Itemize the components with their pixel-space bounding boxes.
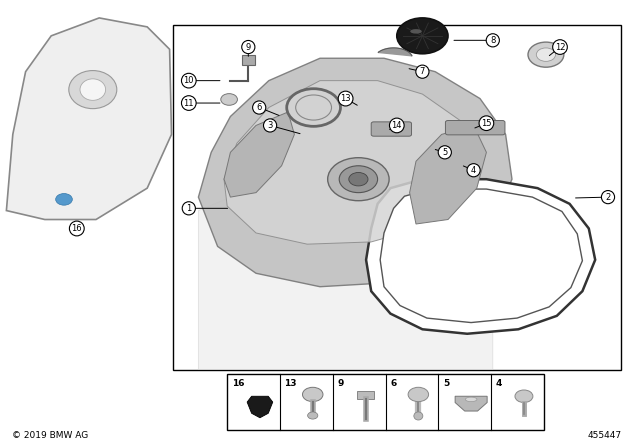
Text: 16: 16 [232, 379, 244, 388]
Text: 455447: 455447 [588, 431, 622, 440]
Circle shape [536, 48, 556, 61]
Polygon shape [378, 48, 412, 56]
Circle shape [221, 94, 237, 105]
Polygon shape [198, 58, 512, 287]
Text: 13: 13 [285, 379, 297, 388]
Polygon shape [224, 112, 294, 197]
Text: 6: 6 [257, 103, 262, 112]
Circle shape [397, 18, 448, 54]
Ellipse shape [414, 412, 423, 420]
Polygon shape [366, 179, 595, 334]
Text: 10: 10 [184, 76, 194, 85]
Text: 13: 13 [340, 94, 351, 103]
Text: 11: 11 [184, 99, 194, 108]
Text: 5: 5 [443, 379, 449, 388]
Text: © 2019 BMW AG: © 2019 BMW AG [12, 431, 88, 440]
Text: 7: 7 [420, 67, 425, 76]
Polygon shape [380, 189, 582, 323]
Text: 12: 12 [555, 43, 565, 52]
Polygon shape [455, 396, 487, 411]
Bar [356, 391, 374, 399]
Polygon shape [198, 188, 493, 370]
FancyBboxPatch shape [445, 121, 505, 135]
Ellipse shape [80, 79, 106, 100]
Text: 4: 4 [471, 166, 476, 175]
Bar [227, 374, 544, 430]
Text: 1: 1 [186, 204, 191, 213]
Circle shape [349, 172, 368, 186]
Circle shape [528, 42, 564, 67]
Text: 9: 9 [337, 379, 344, 388]
Polygon shape [247, 396, 273, 418]
Text: 5: 5 [442, 148, 447, 157]
Text: 9: 9 [246, 43, 251, 52]
Circle shape [308, 412, 318, 419]
Circle shape [56, 194, 72, 205]
Polygon shape [224, 81, 477, 244]
FancyBboxPatch shape [371, 122, 412, 136]
Text: 16: 16 [72, 224, 82, 233]
Bar [173, 25, 621, 370]
Text: 2: 2 [605, 193, 611, 202]
Polygon shape [410, 125, 486, 224]
Polygon shape [6, 18, 172, 220]
Text: 6: 6 [390, 379, 396, 388]
Ellipse shape [465, 397, 477, 401]
Text: 8: 8 [490, 36, 495, 45]
Ellipse shape [69, 70, 117, 108]
Text: 3: 3 [268, 121, 273, 130]
Ellipse shape [410, 29, 422, 34]
Text: 14: 14 [392, 121, 402, 130]
Circle shape [328, 158, 389, 201]
Text: 15: 15 [481, 119, 492, 128]
Circle shape [303, 387, 323, 401]
Circle shape [339, 166, 378, 193]
Text: 4: 4 [496, 379, 502, 388]
Circle shape [515, 390, 533, 402]
Circle shape [408, 387, 429, 401]
Bar [242, 55, 255, 65]
